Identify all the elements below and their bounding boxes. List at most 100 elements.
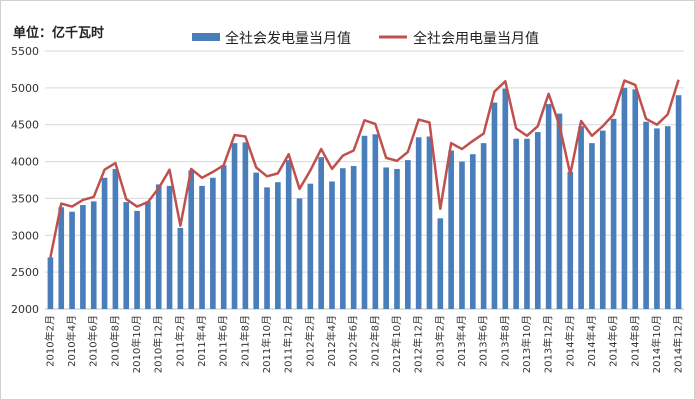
bar <box>220 165 227 309</box>
x-tick-label: 2013年10月 <box>520 315 533 373</box>
bar <box>350 165 357 309</box>
bar <box>664 126 671 309</box>
x-tick-label: 2012年6月 <box>347 315 360 367</box>
bar <box>80 205 86 309</box>
bar <box>285 160 292 309</box>
bar <box>307 183 314 309</box>
x-tick-label: 2011年4月 <box>195 315 208 367</box>
bar <box>513 138 519 309</box>
x-tick-label: 2013年8月 <box>498 315 511 367</box>
bar <box>448 150 454 309</box>
x-tick-label: 2011年12月 <box>282 315 295 373</box>
bar <box>524 138 530 309</box>
bar <box>58 207 65 309</box>
bar <box>556 113 563 310</box>
y-tick-label: 2500 <box>11 266 39 279</box>
legend-line-label: 全社会用电量当月值 <box>413 30 539 47</box>
x-tick-label: 2014年6月 <box>607 315 620 367</box>
bar <box>405 160 411 309</box>
bar <box>90 201 97 309</box>
bar <box>545 104 552 310</box>
bar <box>394 168 400 309</box>
bar <box>589 143 595 309</box>
bar-series <box>47 87 682 310</box>
bar <box>166 185 173 309</box>
bar <box>426 136 433 309</box>
bar <box>502 88 509 309</box>
bar <box>491 102 498 309</box>
x-tick-label: 2010年8月 <box>108 315 121 367</box>
y-tick-label: 4000 <box>11 156 39 169</box>
bar <box>47 257 54 309</box>
x-tick-label: 2012年10月 <box>390 315 403 373</box>
x-tick-label: 2010年12月 <box>152 315 165 373</box>
x-tick-label: 2012年4月 <box>325 315 338 367</box>
x-tick-label: 2014年8月 <box>628 315 641 367</box>
x-tick-label: 2011年8月 <box>238 315 251 367</box>
y-tick-label: 5500 <box>11 45 39 58</box>
bar <box>69 211 75 309</box>
bar <box>469 154 476 309</box>
x-tick-label: 2010年2月 <box>43 315 56 367</box>
bar <box>372 134 379 309</box>
x-tick-label: 2010年6月 <box>87 315 100 367</box>
x-tick-label: 2010年10月 <box>130 315 143 373</box>
bar <box>242 142 249 309</box>
x-tick-label: 2011年6月 <box>217 315 230 367</box>
bar <box>599 130 606 309</box>
y-tick-label: 4500 <box>11 119 39 132</box>
x-tick-label: 2013年12月 <box>542 315 555 373</box>
unit-label: 单位：亿千瓦时 <box>13 26 105 41</box>
line-series <box>49 79 680 258</box>
bar <box>318 157 324 309</box>
bar <box>145 201 151 309</box>
x-tick-label: 2010年4月 <box>65 315 78 367</box>
bar <box>361 135 368 309</box>
bar <box>199 185 205 309</box>
x-tick-label: 2014年2月 <box>563 315 576 367</box>
legend-bar-swatch <box>192 33 220 41</box>
bar <box>210 177 216 309</box>
bar <box>383 167 389 309</box>
bar <box>567 171 574 309</box>
x-tick-label: 2014年4月 <box>585 315 598 367</box>
bar <box>534 132 541 309</box>
bar <box>437 218 444 309</box>
bar <box>296 198 303 309</box>
bar <box>123 202 130 309</box>
bar <box>340 168 346 309</box>
bar <box>578 126 584 309</box>
bar <box>610 118 617 310</box>
bar <box>643 121 649 309</box>
bar <box>275 182 281 309</box>
bar <box>675 95 682 309</box>
bar <box>264 187 270 309</box>
y-tick-label: 3000 <box>11 229 39 242</box>
bar <box>632 89 639 310</box>
bar <box>101 177 108 309</box>
y-tick-label: 2000 <box>11 303 39 316</box>
y-tick-label: 5000 <box>11 82 39 95</box>
bar <box>188 170 195 309</box>
x-tick-label: 2011年10月 <box>260 315 273 373</box>
bar <box>134 210 140 309</box>
x-tick-label: 2013年6月 <box>477 315 490 367</box>
x-tick-label: 2012年2月 <box>303 315 316 367</box>
bar <box>459 161 465 309</box>
x-tick-label: 2013年4月 <box>455 315 468 367</box>
bar <box>155 184 162 309</box>
x-tick-label: 2014年10月 <box>650 315 663 373</box>
bar <box>415 137 422 309</box>
x-tick-label: 2013年2月 <box>433 315 446 367</box>
y-axis-ticks: 2000 2500 3000 3500 4000 4500 5000 5500 <box>11 45 39 316</box>
bar <box>621 87 628 309</box>
bar <box>112 168 119 309</box>
y-tick-label: 3500 <box>11 192 39 205</box>
bar <box>480 143 487 309</box>
bar <box>177 227 184 309</box>
x-tick-label: 2014年12月 <box>672 315 685 373</box>
bar <box>231 143 238 309</box>
x-axis-ticks: 2010年2月 2010年4月 2010年6月 2010年8月 2010年10月 2010… <box>43 315 684 373</box>
